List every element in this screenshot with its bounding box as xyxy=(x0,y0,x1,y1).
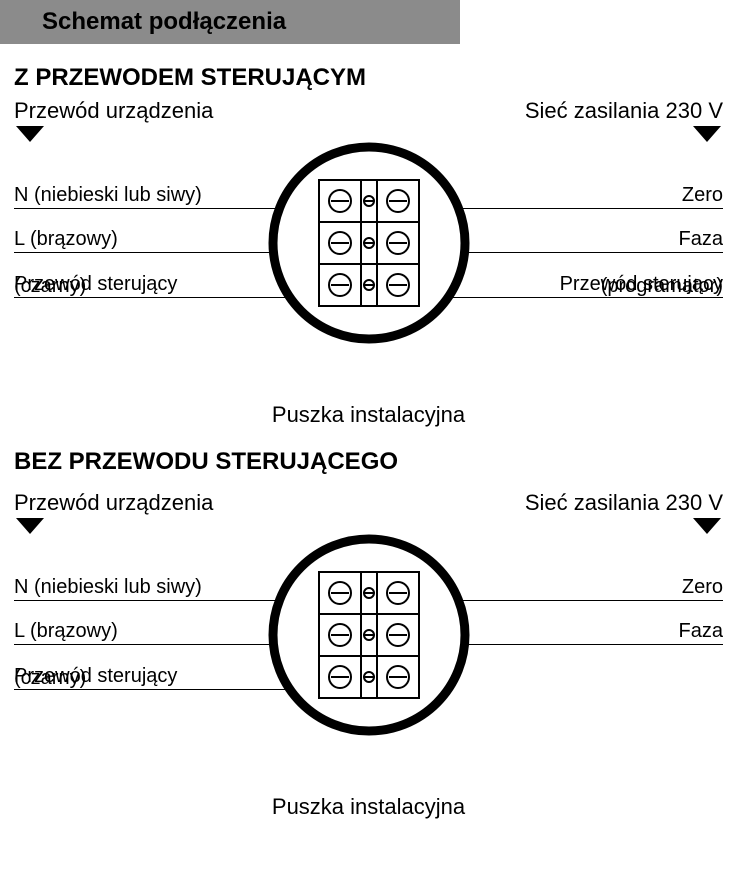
header-title: Schemat podłączenia xyxy=(42,8,286,35)
row-right-label: Faza xyxy=(679,620,723,643)
arrow-down-icon xyxy=(16,518,44,534)
section2-right-header: Sieć zasilania 230 V xyxy=(525,490,723,516)
section1-diagram: N (niebieski lub siwy) Zero L (brązowy) … xyxy=(14,158,723,398)
row-left-label: N (niebieski lub siwy) xyxy=(14,184,202,207)
section1-caption: Puszka instalacyjna xyxy=(14,402,723,428)
row-left-label: L (brązowy) xyxy=(14,228,118,251)
section1-right-header: Sieć zasilania 230 V xyxy=(525,98,723,124)
section2-diagram: N (niebieski lub siwy) Zero L (brązowy) … xyxy=(14,550,723,790)
row-right-label: Faza xyxy=(679,228,723,251)
row-left-sublabel: (czarny) xyxy=(14,275,86,298)
section1-left-header: Przewód urządzenia xyxy=(14,98,213,124)
header-bar: Schemat podłączenia xyxy=(0,0,460,44)
section2-left-header: Przewód urządzenia xyxy=(14,490,213,516)
row-right-label: Zero xyxy=(682,576,723,599)
row-left-label: N (niebieski lub siwy) xyxy=(14,576,202,599)
row-right-label: Zero xyxy=(682,184,723,207)
section-with-control-wire: Z PRZEWODEM STERUJĄCYM Przewód urządzeni… xyxy=(0,44,737,428)
section2-title: BEZ PRZEWODU STERUJĄCEGO xyxy=(14,448,723,476)
junction-box-icon xyxy=(264,530,474,745)
section1-subheader: Przewód urządzenia Sieć zasilania 230 V xyxy=(14,98,723,124)
section-without-control-wire: BEZ PRZEWODU STERUJĄCEGO Przewód urządze… xyxy=(0,428,737,820)
junction-box-icon xyxy=(264,138,474,353)
arrow-down-icon xyxy=(16,126,44,142)
arrow-down-icon xyxy=(693,126,721,142)
row-right-sublabel: (programator) xyxy=(601,275,723,298)
section1-title: Z PRZEWODEM STERUJĄCYM xyxy=(14,64,723,92)
section2-caption: Puszka instalacyjna xyxy=(14,794,723,820)
row-left-label: L (brązowy) xyxy=(14,620,118,643)
section2-subheader: Przewód urządzenia Sieć zasilania 230 V xyxy=(14,490,723,516)
arrow-down-icon xyxy=(693,518,721,534)
row-left-sublabel: (czarny) xyxy=(14,667,86,690)
